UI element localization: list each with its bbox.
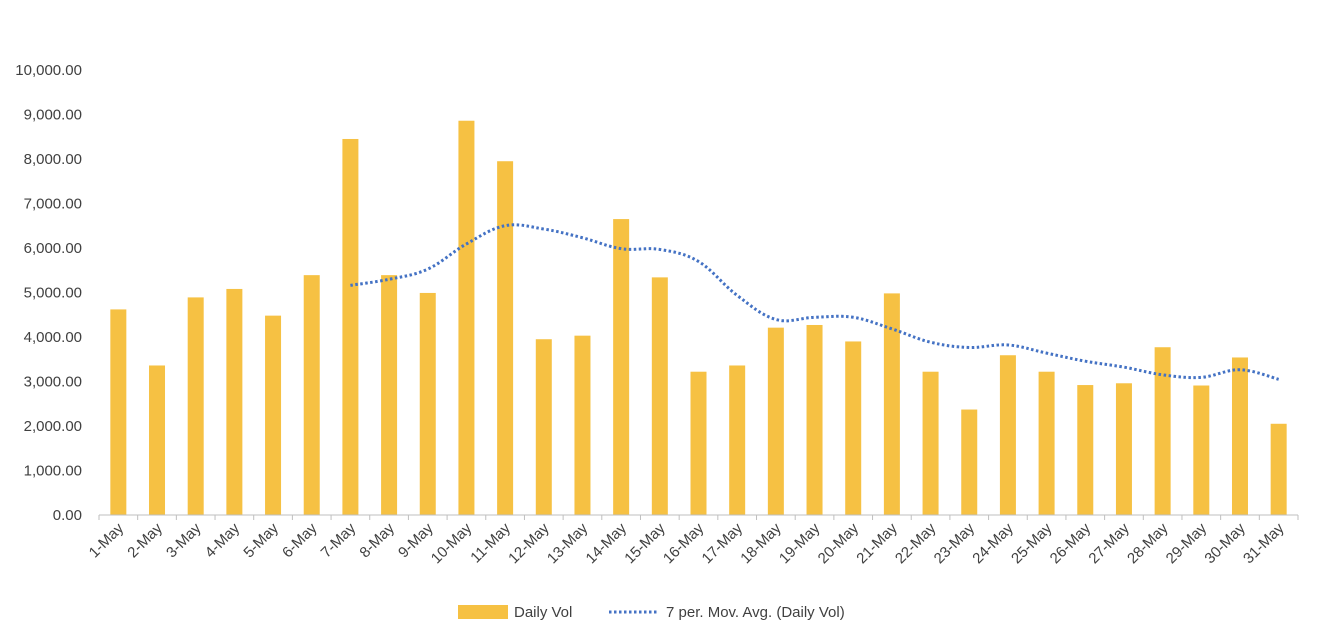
x-tick-label: 24-May (969, 519, 1017, 567)
bar (1154, 347, 1171, 515)
y-tick-label: 1,000.00 (24, 463, 82, 480)
x-tick-label: 21-May (853, 519, 901, 567)
bar (961, 409, 978, 515)
x-tick-label: 25-May (1008, 519, 1056, 567)
y-tick-label: 9,000.00 (24, 107, 82, 124)
legend: Daily Vol 7 per. Mov. Avg. (Daily Vol) (458, 604, 845, 621)
bar (1270, 423, 1287, 515)
bar (883, 293, 900, 515)
y-tick-label: 5,000.00 (24, 285, 82, 302)
bar (922, 371, 939, 515)
bar (1193, 385, 1210, 515)
x-tick-label: 6-May (279, 519, 321, 561)
x-tick-label: 5-May (240, 519, 282, 561)
y-tick-label: 0.00 (53, 507, 82, 524)
bar (1077, 385, 1094, 515)
bar-series-daily-vol (110, 120, 1287, 515)
bar (1231, 357, 1248, 515)
bar (767, 327, 784, 515)
x-axis: 1-May2-May3-May4-May5-May6-May7-May8-May… (86, 514, 1299, 567)
x-tick-label: 4-May (202, 519, 244, 561)
x-tick-label: 3-May (163, 519, 205, 561)
x-tick-label: 8-May (356, 519, 398, 561)
bar (729, 365, 746, 515)
x-tick-label: 17-May (699, 519, 747, 567)
y-tick-label: 2,000.00 (24, 418, 82, 435)
bar (381, 275, 398, 515)
bar (845, 341, 862, 515)
bar (342, 138, 359, 515)
legend-label-daily-vol: Daily Vol (514, 604, 572, 621)
x-tick-label: 30-May (1201, 519, 1249, 567)
bar (574, 335, 591, 515)
x-tick-label: 19-May (776, 519, 824, 567)
bar (303, 275, 320, 515)
bar (1038, 371, 1055, 515)
x-tick-label: 20-May (815, 519, 863, 567)
bar (187, 297, 204, 515)
x-tick-label: 13-May (544, 519, 592, 567)
x-tick-label: 23-May (931, 519, 979, 567)
x-tick-label: 31-May (1240, 519, 1288, 567)
x-tick-label: 2-May (124, 519, 166, 561)
legend-label-moving-average: 7 per. Mov. Avg. (Daily Vol) (666, 604, 845, 621)
y-tick-label: 4,000.00 (24, 329, 82, 346)
bar (149, 365, 166, 515)
bar (690, 371, 707, 515)
bar (458, 120, 475, 515)
bar (1115, 383, 1132, 515)
bar (651, 277, 668, 515)
bar (419, 292, 436, 515)
x-tick-label: 29-May (1163, 519, 1211, 567)
x-tick-label: 7-May (318, 519, 360, 561)
x-tick-label: 11-May (467, 519, 514, 566)
x-tick-label: 10-May (428, 519, 476, 567)
x-tick-label: 1-May (86, 519, 128, 561)
x-tick-label: 28-May (1124, 519, 1172, 567)
y-tick-label: 6,000.00 (24, 240, 82, 257)
y-axis: 0.00 1,000.00 2,000.00 3,000.00 4,000.00 5,00… (15, 62, 82, 524)
bar (806, 324, 823, 515)
bar (999, 355, 1016, 515)
bar (110, 309, 127, 515)
legend-swatch-daily-vol (458, 605, 508, 619)
x-tick-label: 15-May (621, 519, 669, 567)
bar (497, 161, 514, 515)
x-tick-label: 22-May (892, 519, 940, 567)
x-tick-label: 14-May (583, 519, 631, 567)
x-tick-label: 18-May (737, 519, 785, 567)
bar (265, 315, 282, 515)
x-tick-label: 26-May (1047, 519, 1095, 567)
bar (535, 339, 552, 515)
y-tick-label: 8,000.00 (24, 151, 82, 168)
y-tick-label: 7,000.00 (24, 196, 82, 213)
x-tick-label: 12-May (505, 519, 553, 567)
y-tick-label: 3,000.00 (24, 374, 82, 391)
y-tick-label: 10,000.00 (15, 62, 82, 79)
bar (226, 288, 243, 515)
x-tick-label: 16-May (660, 519, 708, 567)
bar (613, 219, 630, 515)
x-tick-label: 27-May (1085, 519, 1133, 567)
